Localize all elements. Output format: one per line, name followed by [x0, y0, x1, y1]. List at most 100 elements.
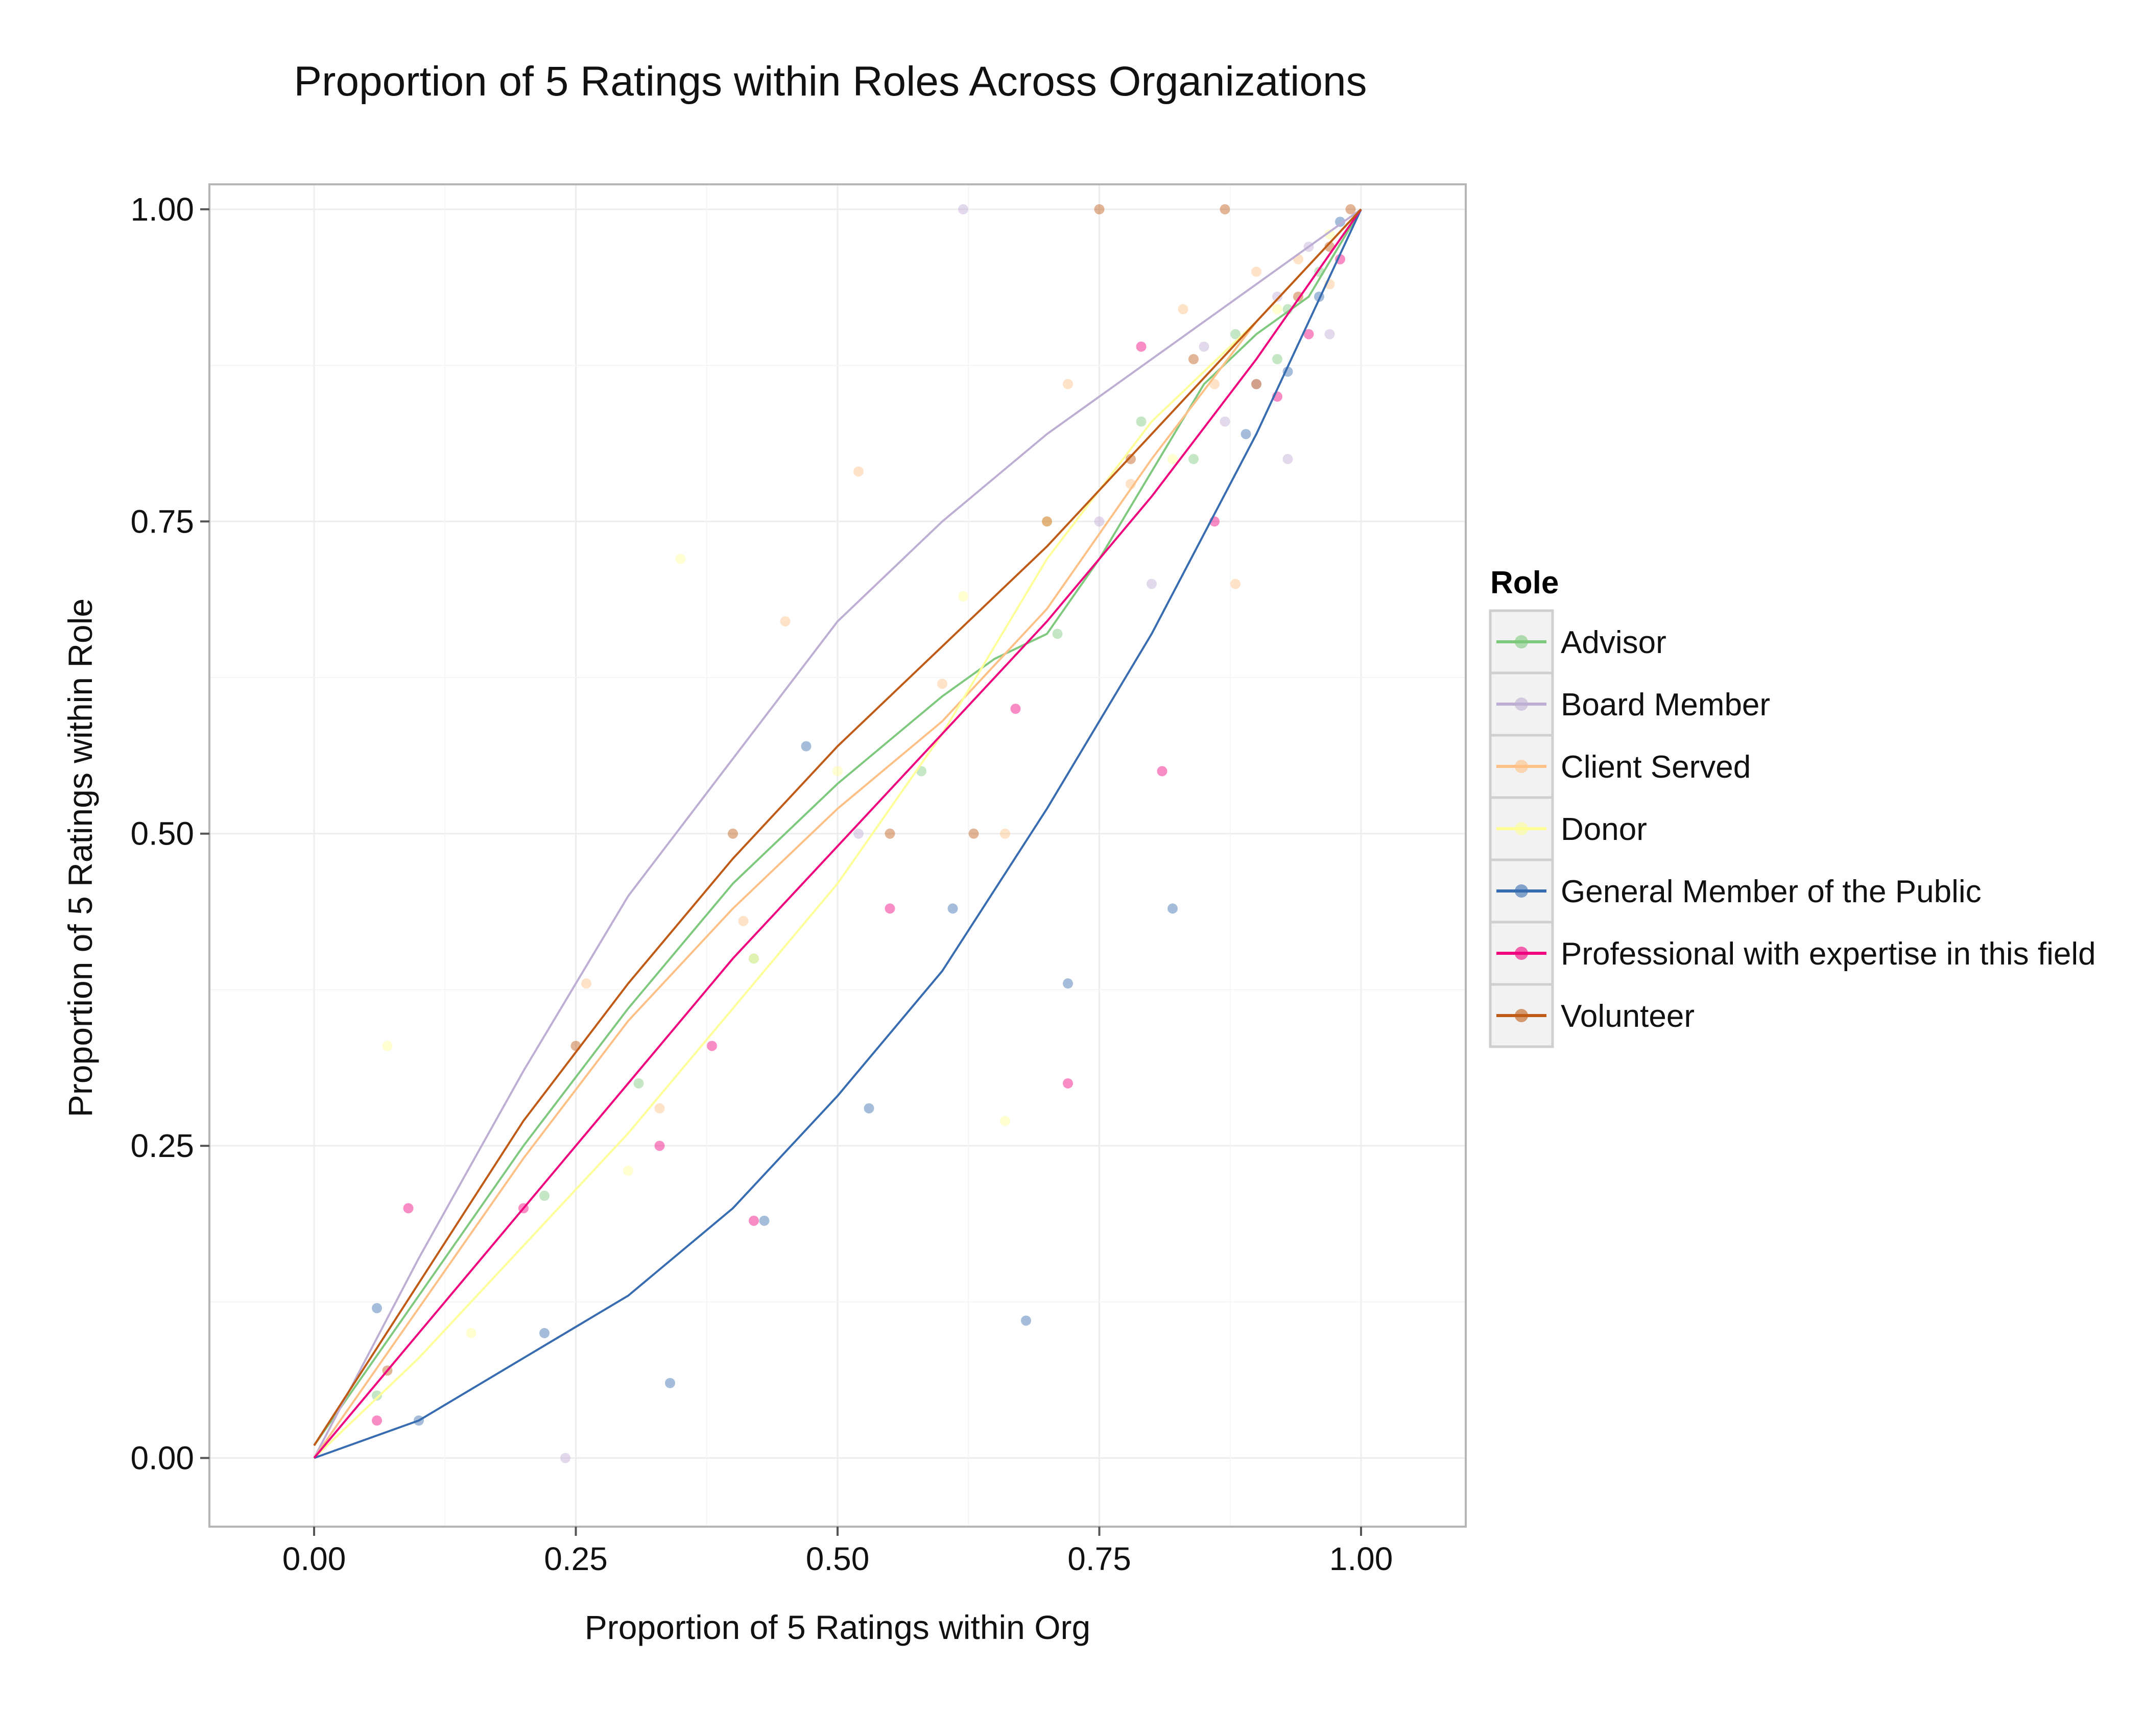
data-point [707, 1041, 717, 1051]
legend-key-point [1515, 947, 1528, 960]
data-point [1251, 379, 1261, 390]
data-point [1324, 329, 1335, 340]
data-point [801, 741, 812, 752]
legend-label: Professional with expertise in this fiel… [1561, 936, 2096, 972]
data-point [832, 766, 843, 777]
legend-key-point [1515, 635, 1528, 648]
data-point [1063, 379, 1073, 390]
data-point [581, 978, 591, 989]
data-point [372, 1390, 382, 1401]
legend-title: Role [1490, 565, 1559, 600]
y-tick-label: 0.75 [130, 503, 194, 540]
data-point [1251, 379, 1261, 390]
x-axis: 0.00 0.25 0.50 0.75 1.00 [282, 1527, 1393, 1577]
data-point [654, 1103, 665, 1114]
data-point [728, 828, 738, 839]
data-point [1052, 629, 1063, 639]
data-point [1136, 416, 1147, 427]
y-tick-label: 0.25 [130, 1127, 194, 1164]
data-point [738, 915, 749, 926]
legend-item: Board Member [1489, 671, 1770, 737]
trend-line [313, 208, 1362, 1446]
trend-line [313, 208, 1362, 1459]
x-axis-title: Proportion of 5 Ratings within Org [585, 1608, 1090, 1646]
legend-key-point [1515, 822, 1528, 835]
data-point [1063, 1078, 1073, 1089]
data-point [1272, 292, 1282, 302]
data-point [1136, 341, 1147, 352]
data-point [1230, 329, 1241, 340]
data-point [1167, 454, 1178, 465]
data-point [1063, 978, 1073, 989]
data-point [853, 828, 864, 839]
data-point [1157, 766, 1167, 777]
data-point [623, 1166, 633, 1176]
x-tick-label: 0.00 [282, 1540, 346, 1577]
trend-line [313, 208, 1362, 1459]
legend-label: Board Member [1561, 687, 1770, 722]
data-point [372, 1303, 382, 1314]
chart-title: Proportion of 5 Ratings within Roles Acr… [294, 58, 1367, 105]
data-point [853, 466, 864, 477]
legend-item: Professional with expertise in this fiel… [1489, 921, 2096, 986]
data-point [382, 1041, 393, 1051]
data-point [1167, 903, 1178, 914]
data-point [539, 1328, 550, 1338]
data-point [1000, 1116, 1010, 1126]
legend-key-point [1515, 884, 1528, 898]
data-point [1251, 267, 1261, 277]
legend-label: Client Served [1561, 750, 1751, 785]
data-point [749, 953, 759, 964]
legend-item: Donor [1489, 796, 1647, 861]
data-point [1147, 578, 1157, 589]
data-point [1335, 216, 1345, 227]
data-point [675, 553, 686, 564]
legend: Role Advisor Board Member Client Served Don… [1489, 565, 2096, 1048]
y-axis: 0.00 0.25 0.50 0.75 1.00 [130, 191, 209, 1476]
legend-label: General Member of the Public [1561, 874, 1982, 909]
data-point [1282, 454, 1293, 465]
data-point [665, 1378, 675, 1388]
legend-key-point [1515, 1009, 1528, 1022]
data-point [958, 591, 968, 602]
data-point [1324, 229, 1335, 239]
data-point [1241, 429, 1251, 440]
data-point [1220, 204, 1230, 214]
data-point [1199, 341, 1209, 352]
data-point [885, 828, 895, 839]
trend-line [313, 208, 1362, 1459]
x-tick-label: 1.00 [1329, 1540, 1393, 1577]
legend-key-point [1515, 760, 1528, 773]
data-point [1094, 516, 1105, 527]
data-point [885, 903, 895, 914]
legend-key-point [1515, 697, 1528, 711]
legend-item: Volunteer [1489, 983, 1695, 1048]
scatter-points [372, 204, 1356, 1463]
data-point [539, 1190, 550, 1201]
legend-item: General Member of the Public [1489, 858, 1982, 924]
data-point [633, 1078, 644, 1089]
data-point [1021, 1315, 1031, 1326]
data-point [947, 903, 958, 914]
data-point [1178, 304, 1188, 315]
y-tick-label: 0.50 [130, 815, 194, 852]
data-point [1042, 516, 1052, 527]
y-axis-title: Proportion of 5 Ratings within Role [61, 598, 99, 1117]
data-point [1126, 454, 1136, 465]
data-point [864, 1103, 874, 1114]
data-point [1303, 329, 1314, 340]
data-point [749, 1215, 759, 1226]
x-tick-label: 0.75 [1067, 1540, 1131, 1577]
data-point [759, 1215, 770, 1226]
data-point [372, 1415, 382, 1426]
data-point [403, 1203, 414, 1214]
data-point [1188, 354, 1199, 365]
trend-line [314, 209, 1362, 1459]
legend-item: Advisor [1489, 609, 1666, 674]
data-point [968, 828, 979, 839]
data-point [1272, 304, 1282, 315]
x-tick-label: 0.25 [544, 1540, 608, 1577]
y-tick-label: 0.00 [130, 1439, 194, 1476]
data-point [1230, 578, 1241, 589]
